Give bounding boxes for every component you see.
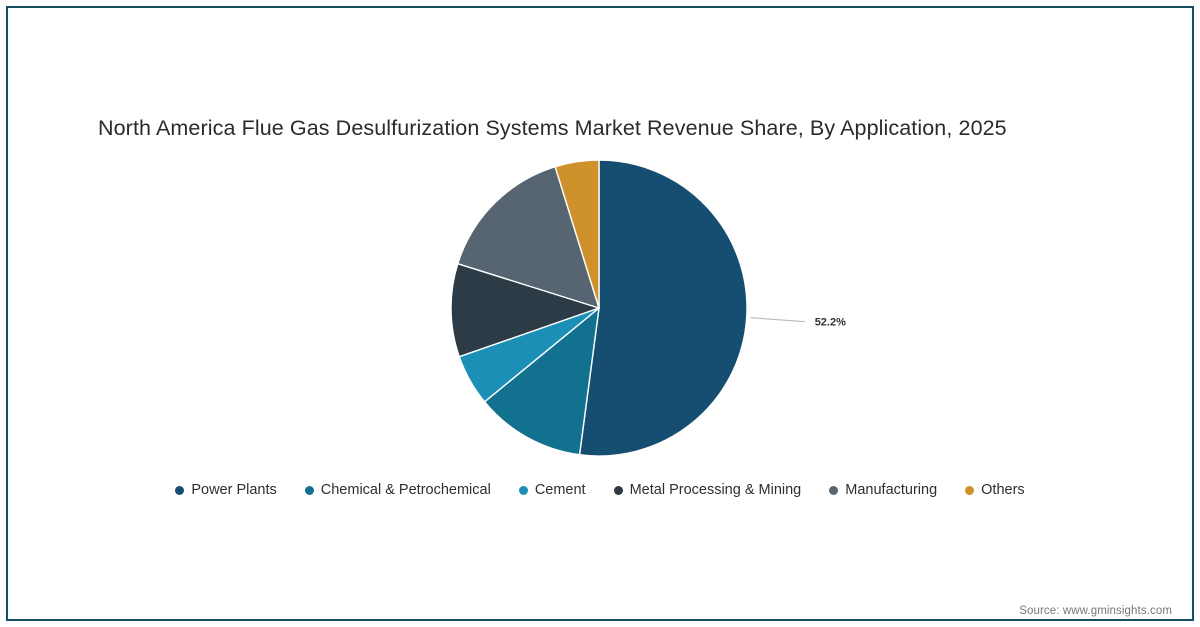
- legend-swatch-icon: [965, 485, 975, 495]
- pie-slice[interactable]: [483, 307, 600, 456]
- pie-chart-svg: 52.2%: [450, 159, 846, 457]
- legend-item[interactable]: Chemical & Petrochemical: [304, 481, 491, 499]
- source-attribution: Source: www.gminsights.com: [1019, 605, 1172, 617]
- pie-slice[interactable]: [457, 165, 600, 309]
- pie-value-callouts: 52.2%: [750, 317, 846, 329]
- legend-item[interactable]: Others: [965, 481, 1025, 499]
- pie-chart: 52.2%: [450, 159, 846, 457]
- legend-item[interactable]: Metal Processing & Mining: [613, 481, 802, 499]
- legend-item-label: Chemical & Petrochemical: [320, 482, 491, 498]
- legend-item[interactable]: Cement: [518, 481, 586, 499]
- legend-swatch-icon: [304, 485, 314, 495]
- legend-item-label: Cement: [534, 482, 586, 498]
- legend-item[interactable]: Power Plants: [175, 481, 277, 499]
- legend-swatch-icon: [175, 485, 185, 495]
- legend-item-label: Others: [981, 482, 1025, 498]
- pie-slice[interactable]: [578, 159, 748, 457]
- pie-slice-value-label: 52.2%: [815, 317, 846, 329]
- legend-item-label: Manufacturing: [845, 482, 938, 498]
- chart-legend: Power Plants Chemical & Petrochemical Ceme…: [0, 481, 1200, 499]
- legend-swatch-icon: [613, 485, 623, 495]
- page-title: North America Flue Gas Desulfurization S…: [98, 116, 1007, 140]
- legend-swatch-icon: [829, 485, 839, 495]
- legend-item[interactable]: Manufacturing: [829, 481, 937, 499]
- legend-item-label: Power Plants: [191, 482, 277, 498]
- callout-leader-line: [750, 317, 805, 323]
- legend-item-label: Metal Processing & Mining: [629, 482, 802, 498]
- pie-slice[interactable]: [450, 262, 600, 358]
- legend-swatch-icon: [518, 485, 528, 495]
- pie-slices: [450, 159, 748, 457]
- pie-slice[interactable]: [554, 159, 600, 309]
